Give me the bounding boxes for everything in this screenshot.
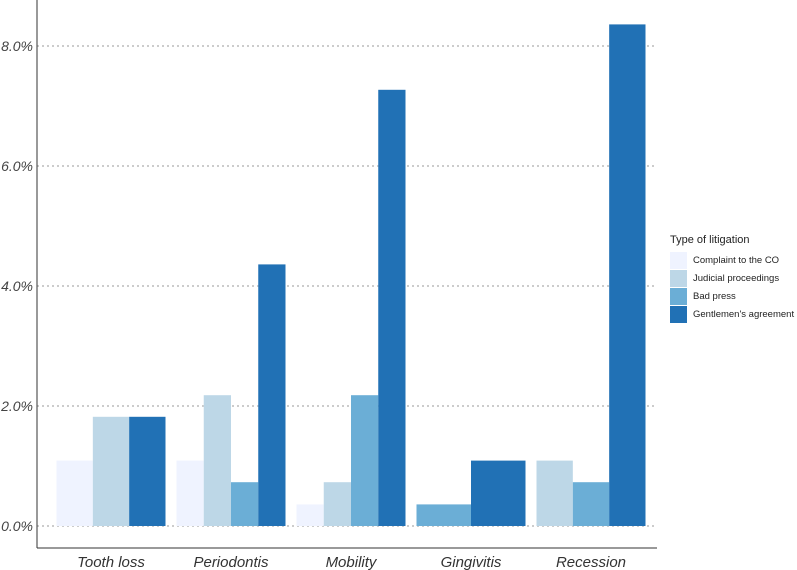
legend-swatch — [670, 251, 687, 269]
bar-mobility-judicial-proceedings — [323, 482, 351, 526]
bar-periodontis-judicial-proceedings — [203, 395, 231, 526]
bar-recession-judicial-proceedings — [536, 460, 573, 526]
bars — [56, 24, 646, 527]
bar-tooth-loss-complaint-to-the-co — [56, 460, 93, 526]
legend-items: Complaint to the CO Judicial proceedings B… — [670, 251, 794, 323]
y-tick-labels: 0.0% 2.0% 4.0% 6.0% 8.0% — [0, 38, 33, 534]
y-tick-label: 8.0% — [1, 38, 33, 54]
legend-item: Gentlemen's agreement — [670, 305, 794, 323]
legend-label: Bad press — [693, 290, 736, 302]
x-tick-label: Gingivitis — [441, 554, 502, 570]
x-tick-labels: Tooth loss Periodontis Mobility Gingivitis R… — [77, 554, 626, 570]
legend-title: Type of litigation — [670, 234, 750, 246]
y-tick-label: 0.0% — [1, 518, 33, 534]
legend-item: Complaint to the CO — [670, 251, 794, 269]
legend-label: Gentlemen's agreement — [693, 308, 795, 320]
bar-recession-bad-press — [572, 482, 610, 526]
bar-mobility-gentlemen-s-agreement — [378, 89, 406, 527]
x-tick-label: Recession — [556, 554, 626, 570]
legend-label: Complaint to the CO — [693, 254, 780, 266]
bar-mobility-bad-press — [351, 395, 379, 526]
bar-tooth-loss-judicial-proceedings — [92, 416, 130, 526]
bar-recession-gentlemen-s-agreement — [609, 24, 646, 527]
legend-item: Bad press — [670, 287, 794, 305]
x-tick-label: Tooth loss — [77, 554, 145, 570]
bar-mobility-complaint-to-the-co — [296, 504, 324, 526]
legend-item: Judicial proceedings — [670, 269, 794, 287]
x-tick-label: Periodontis — [193, 554, 269, 570]
legend-label: Judicial proceedings — [693, 272, 780, 284]
x-tick-label: Mobility — [326, 554, 378, 570]
y-tick-label: 4.0% — [1, 278, 33, 294]
bar-gingivitis-gentlemen-s-agreement — [471, 460, 526, 526]
y-tick-label: 6.0% — [1, 158, 33, 174]
bar-tooth-loss-gentlemen-s-agreement — [129, 416, 166, 526]
bar-periodontis-bad-press — [231, 482, 259, 526]
legend-swatch — [670, 305, 687, 323]
y-tick-label: 2.0% — [0, 398, 33, 414]
legend-swatch — [670, 287, 687, 305]
bar-periodontis-complaint-to-the-co — [176, 460, 204, 526]
bar-periodontis-gentlemen-s-agreement — [258, 264, 286, 526]
legend-swatch — [670, 269, 687, 287]
bar-gingivitis-bad-press — [416, 504, 471, 526]
legend: Type of litigation Complaint to the CO Ju… — [670, 234, 794, 323]
